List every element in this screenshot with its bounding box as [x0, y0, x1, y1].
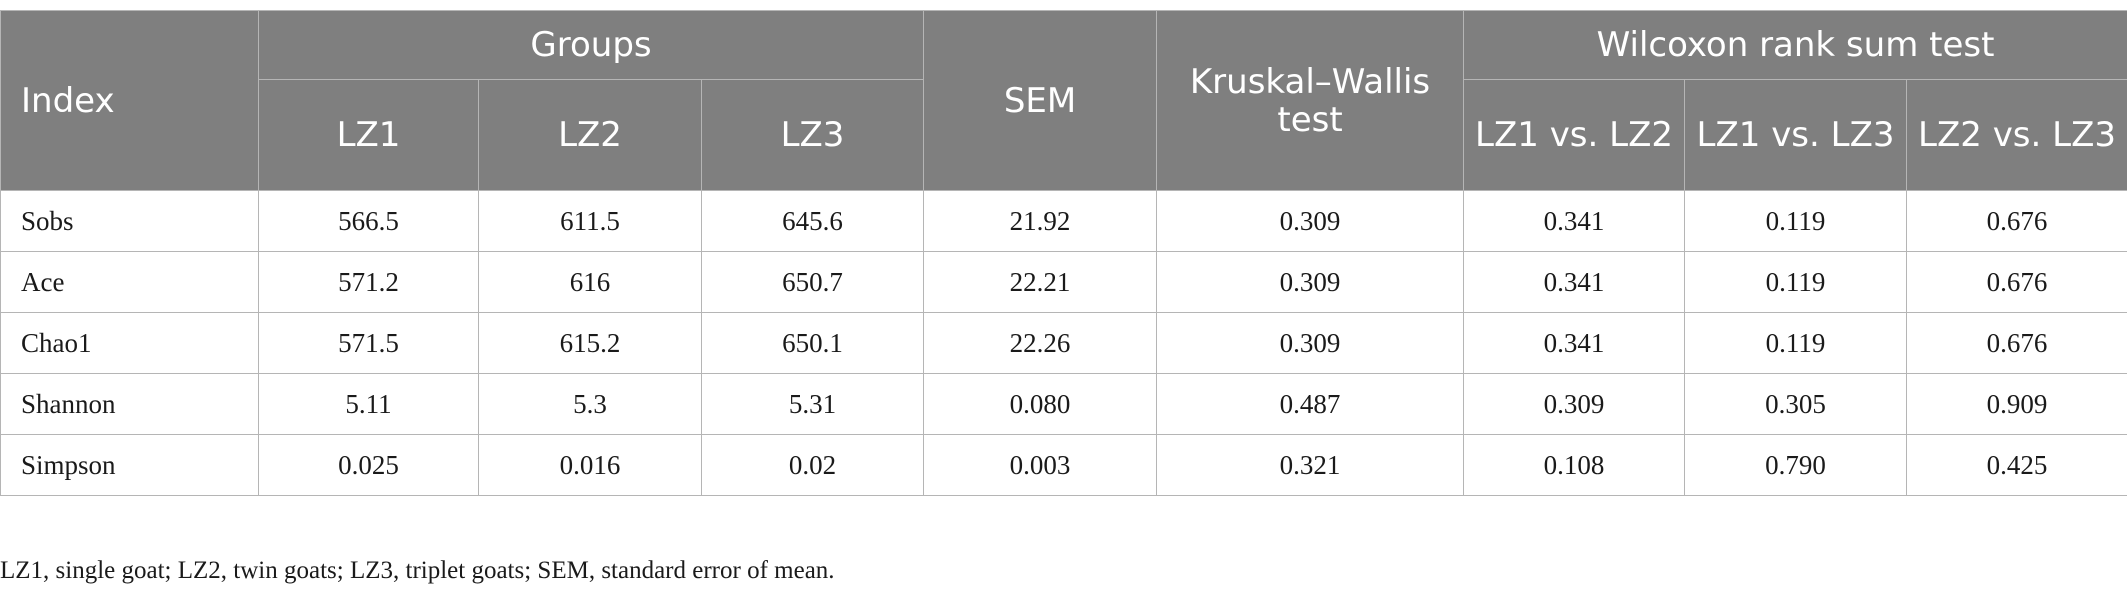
- data-table-container: Index Groups SEM Kruskal–Wallis test Wil…: [0, 10, 2127, 496]
- cell-lz1: 566.5: [258, 190, 479, 252]
- cell-lz3: 645.6: [700, 190, 925, 252]
- cell-lz1-vs-lz2: 0.341: [1463, 190, 1686, 252]
- cell-lz3: 650.1: [700, 312, 925, 374]
- table-row: Simpson 0.025 0.016 0.02 0.003 0.321 0.1…: [0, 434, 2127, 496]
- header-index: Index: [0, 10, 259, 191]
- cell-lz1-vs-lz3: 0.790: [1684, 434, 1908, 496]
- cell-kruskal-wallis: 0.487: [1156, 373, 1465, 435]
- cell-lz3: 5.31: [700, 373, 925, 435]
- cell-sem: 21.92: [923, 190, 1158, 252]
- table-row: Shannon 5.11 5.3 5.31 0.080 0.487 0.309 …: [0, 373, 2127, 435]
- header-sem: SEM: [923, 10, 1158, 191]
- cell-lz2-vs-lz3: 0.676: [1906, 190, 2127, 252]
- header-lz1: LZ1: [258, 79, 479, 191]
- header-groups: Groups: [257, 10, 925, 80]
- cell-lz2-vs-lz3: 0.676: [1906, 251, 2127, 313]
- header-lz2-vs-lz3: LZ2 vs. LZ3: [1906, 79, 2127, 191]
- header-lz2: LZ2: [478, 79, 702, 191]
- cell-lz1-vs-lz3: 0.305: [1684, 373, 1908, 435]
- cell-sem: 22.21: [923, 251, 1158, 313]
- cell-kruskal-wallis: 0.309: [1156, 190, 1465, 252]
- cell-lz2: 5.3: [478, 373, 702, 435]
- cell-lz1-vs-lz3: 0.119: [1684, 251, 1908, 313]
- cell-lz1-vs-lz2: 0.309: [1463, 373, 1686, 435]
- cell-lz1: 571.2: [258, 251, 479, 313]
- cell-lz1: 5.11: [258, 373, 479, 435]
- cell-sem: 0.003: [923, 434, 1158, 496]
- table-row: Ace 571.2 616 650.7 22.21 0.309 0.341 0.…: [0, 251, 2127, 313]
- cell-kruskal-wallis: 0.321: [1156, 434, 1465, 496]
- cell-kruskal-wallis: 0.309: [1156, 251, 1465, 313]
- cell-lz1-vs-lz3: 0.119: [1684, 312, 1908, 374]
- data-table: Index Groups SEM Kruskal–Wallis test Wil…: [0, 10, 2127, 496]
- cell-lz2-vs-lz3: 0.425: [1906, 434, 2127, 496]
- cell-index: Shannon: [0, 373, 259, 435]
- cell-sem: 22.26: [923, 312, 1158, 374]
- cell-kruskal-wallis: 0.309: [1156, 312, 1465, 374]
- header-kruskal-wallis: Kruskal–Wallis test: [1156, 10, 1465, 191]
- cell-lz1-vs-lz2: 0.108: [1463, 434, 1686, 496]
- header-lz1-vs-lz3: LZ1 vs. LZ3: [1684, 79, 1908, 191]
- cell-lz2: 611.5: [478, 190, 702, 252]
- table-body: Sobs 566.5 611.5 645.6 21.92 0.309 0.341…: [0, 190, 2127, 496]
- cell-lz1: 0.025: [258, 434, 479, 496]
- cell-sem: 0.080: [923, 373, 1158, 435]
- cell-index: Sobs: [0, 190, 259, 252]
- table-header: Index Groups SEM Kruskal–Wallis test Wil…: [0, 10, 2127, 191]
- cell-lz2: 616: [478, 251, 702, 313]
- cell-index: Chao1: [0, 312, 259, 374]
- cell-lz1-vs-lz2: 0.341: [1463, 251, 1686, 313]
- table-row: Chao1 571.5 615.2 650.1 22.26 0.309 0.34…: [0, 312, 2127, 374]
- cell-lz1-vs-lz3: 0.119: [1684, 190, 1908, 252]
- cell-index: Ace: [0, 251, 259, 313]
- table-row: Sobs 566.5 611.5 645.6 21.92 0.309 0.341…: [0, 190, 2127, 252]
- cell-lz3: 0.02: [700, 434, 925, 496]
- table-footnote: LZ1, single goat; LZ2, twin goats; LZ3, …: [0, 557, 835, 584]
- cell-lz2: 0.016: [478, 434, 702, 496]
- cell-lz2: 615.2: [478, 312, 702, 374]
- cell-lz2-vs-lz3: 0.676: [1906, 312, 2127, 374]
- cell-index: Simpson: [0, 434, 259, 496]
- cell-lz2-vs-lz3: 0.909: [1906, 373, 2127, 435]
- cell-lz1-vs-lz2: 0.341: [1463, 312, 1686, 374]
- cell-lz1: 571.5: [258, 312, 479, 374]
- header-lz3: LZ3: [700, 79, 925, 191]
- cell-lz3: 650.7: [700, 251, 925, 313]
- header-lz1-vs-lz2: LZ1 vs. LZ2: [1463, 79, 1686, 191]
- header-wilcoxon: Wilcoxon rank sum test: [1463, 10, 2127, 80]
